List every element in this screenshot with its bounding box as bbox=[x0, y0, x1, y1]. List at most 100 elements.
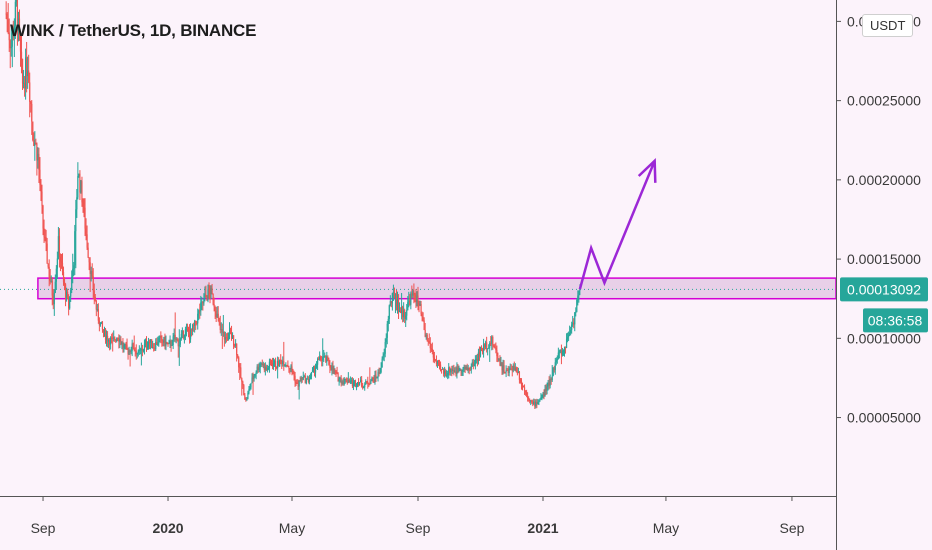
candle-body bbox=[99, 322, 102, 326]
candle bbox=[297, 379, 299, 390]
candle bbox=[271, 357, 274, 370]
candle bbox=[278, 357, 280, 367]
candle bbox=[200, 295, 202, 316]
candle bbox=[154, 343, 156, 351]
candle bbox=[377, 369, 379, 382]
candle bbox=[473, 359, 475, 367]
candle bbox=[57, 226, 59, 260]
candle-body bbox=[362, 386, 364, 389]
candle bbox=[279, 359, 281, 368]
candle-body bbox=[532, 401, 534, 405]
candle bbox=[263, 362, 265, 373]
resistance-zone[interactable] bbox=[37, 277, 837, 300]
candle-body bbox=[208, 289, 210, 292]
last-price-tag: 0.00013092 bbox=[840, 277, 928, 302]
candle-body bbox=[71, 276, 73, 291]
candle bbox=[324, 352, 326, 358]
candle bbox=[135, 344, 137, 360]
candle-body bbox=[373, 379, 375, 383]
candle-body bbox=[448, 367, 450, 373]
candle-body bbox=[270, 362, 273, 364]
candle bbox=[109, 337, 111, 351]
x-tick-label: May bbox=[653, 520, 679, 536]
candle bbox=[30, 100, 32, 113]
candle-body bbox=[525, 391, 528, 396]
candle-body bbox=[332, 366, 334, 371]
candle-body bbox=[299, 380, 301, 382]
candle-body bbox=[195, 320, 197, 323]
candle bbox=[276, 366, 278, 370]
candle bbox=[294, 371, 296, 387]
candle-body bbox=[386, 323, 388, 338]
candle bbox=[85, 218, 87, 241]
candle bbox=[331, 362, 333, 376]
candle bbox=[133, 335, 135, 352]
candle-body bbox=[184, 329, 187, 335]
candle bbox=[333, 365, 335, 375]
candle-body bbox=[428, 340, 430, 343]
candle-body bbox=[107, 340, 110, 342]
candle-body bbox=[59, 256, 62, 262]
candle-body bbox=[547, 382, 549, 387]
candle-body bbox=[277, 360, 279, 369]
candle-body bbox=[216, 313, 218, 318]
candle-body bbox=[57, 236, 59, 259]
candle bbox=[60, 253, 63, 269]
candle-body bbox=[538, 401, 540, 403]
candle bbox=[281, 359, 283, 370]
candle-body bbox=[217, 313, 219, 318]
candle bbox=[224, 331, 226, 344]
candle bbox=[538, 399, 540, 406]
candle-body bbox=[543, 393, 545, 397]
candle-body bbox=[405, 315, 407, 319]
candle-body bbox=[228, 332, 231, 334]
candle bbox=[232, 335, 235, 350]
candle-body bbox=[541, 395, 543, 398]
candle-body bbox=[68, 297, 70, 309]
candle-body bbox=[521, 384, 524, 387]
candle bbox=[365, 379, 367, 385]
candle bbox=[497, 352, 499, 363]
candle bbox=[260, 362, 262, 368]
candle-body bbox=[265, 366, 267, 371]
candle-body bbox=[483, 344, 486, 348]
candle bbox=[512, 363, 514, 373]
candle bbox=[34, 131, 36, 161]
candle-body bbox=[51, 280, 53, 296]
candle-body bbox=[418, 303, 420, 305]
candle bbox=[162, 339, 164, 347]
candle-body bbox=[253, 375, 255, 379]
projection-arrowhead[interactable] bbox=[637, 158, 657, 183]
candle-body bbox=[288, 366, 290, 369]
candle bbox=[90, 266, 92, 282]
candle bbox=[298, 379, 300, 400]
price-scale-panel[interactable] bbox=[836, 0, 932, 550]
candle-body bbox=[365, 381, 367, 385]
candle-body bbox=[144, 341, 147, 345]
candle-body bbox=[94, 297, 96, 301]
candle bbox=[179, 337, 181, 348]
currency-button[interactable]: USDT bbox=[862, 14, 914, 37]
candle-body bbox=[527, 395, 529, 398]
candle-body bbox=[61, 262, 64, 273]
candle bbox=[569, 325, 571, 337]
candle-body bbox=[356, 382, 359, 386]
candle-body bbox=[115, 340, 117, 342]
candle-body bbox=[560, 350, 563, 355]
candle bbox=[100, 321, 103, 325]
candle-body bbox=[134, 349, 136, 351]
candle-body bbox=[579, 288, 581, 291]
candle-body bbox=[369, 383, 371, 385]
projection-path[interactable] bbox=[578, 160, 656, 290]
candle bbox=[309, 373, 312, 380]
projection-arrow-layer[interactable] bbox=[578, 158, 657, 290]
candle-body bbox=[471, 362, 473, 367]
candle bbox=[328, 357, 330, 366]
candle-body bbox=[444, 370, 446, 374]
candle bbox=[86, 225, 88, 250]
candle-body bbox=[16, 0, 19, 32]
candle bbox=[19, 32, 22, 67]
candle-body bbox=[251, 377, 253, 384]
